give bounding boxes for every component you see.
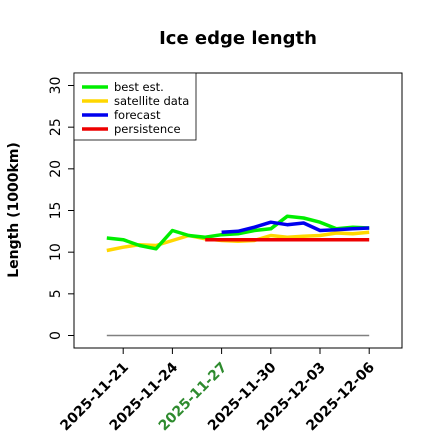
y-tick-label: 10 bbox=[48, 243, 64, 261]
series-line-forecast bbox=[221, 220, 370, 234]
plot-frame bbox=[73, 72, 403, 349]
series-line-best-est bbox=[106, 214, 370, 251]
legend-label: forecast bbox=[114, 108, 161, 122]
y-axis-label: Length (1000km) bbox=[6, 142, 22, 278]
y-tick-label: 20 bbox=[48, 160, 64, 178]
y-tick-label: 15 bbox=[48, 202, 64, 220]
chart-title: Ice edge length bbox=[159, 28, 317, 49]
y-tick-label: 5 bbox=[48, 289, 64, 298]
x-ticks: 2025-11-212025-11-242025-11-272025-11-30… bbox=[57, 348, 378, 434]
y-tick-label: 30 bbox=[48, 77, 64, 95]
legend-label: best est. bbox=[114, 80, 164, 94]
series-lines bbox=[106, 214, 370, 337]
legend-label: satellite data bbox=[114, 94, 189, 108]
y-tick-label: 25 bbox=[48, 118, 64, 136]
legend-label: persistence bbox=[114, 122, 181, 136]
legend: best est.satellite dataforecastpersisten… bbox=[73, 72, 197, 141]
y-tick-label: 0 bbox=[48, 331, 64, 340]
y-ticks: 0 5 10 15 20 25 30 bbox=[48, 77, 74, 340]
